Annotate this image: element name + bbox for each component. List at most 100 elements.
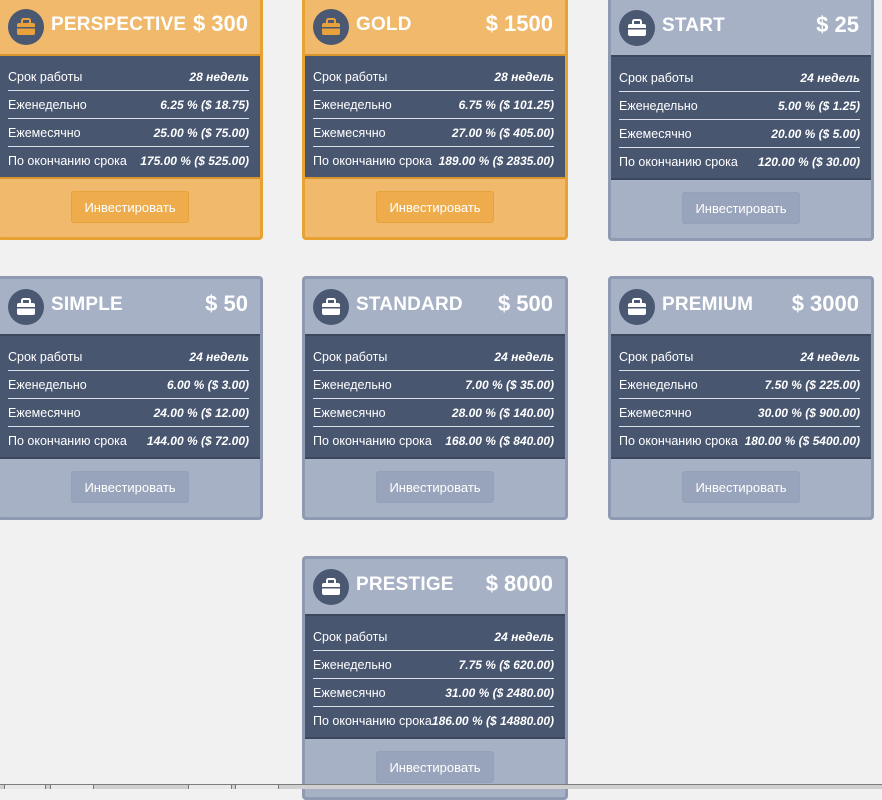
end-value: 120.00 % ($ 30.00)	[757, 154, 860, 169]
plan-card-premium: PREMIUM $ 3000 Срок работы 24 недель Ежен…	[608, 276, 874, 520]
end-value: 168.00 % ($ 840.00)	[445, 433, 554, 448]
monthly-row: Ежемесячно 25.00 % ($ 75.00)	[8, 119, 249, 147]
plan-details: Срок работы 28 недель Еженедельно 6.25 % (…	[0, 54, 260, 179]
plan-name: SIMPLE	[51, 294, 123, 315]
weekly-row: Еженедельно 7.75 % ($ 620.00)	[313, 651, 554, 679]
weekly-row: Еженедельно 6.75 % ($ 101.25)	[313, 91, 554, 119]
term-value: 24 недель	[800, 70, 860, 85]
end-row: По окончанию срока 144.00 % ($ 72.00)	[8, 427, 249, 454]
monthly-value: 27.00 % ($ 405.00)	[451, 125, 554, 140]
plan-name: PREMIUM	[662, 294, 754, 315]
invest-button[interactable]: Инвестировать	[376, 191, 494, 223]
monthly-row: Ежемесячно 24.00 % ($ 12.00)	[8, 399, 249, 427]
plan-card-header: PERSPECTIVE $ 300	[0, 0, 260, 54]
weekly-value: 6.00 % ($ 3.00)	[166, 377, 249, 392]
monthly-value: 28.00 % ($ 140.00)	[451, 405, 554, 420]
taskbar-item[interactable]	[4, 785, 46, 789]
term-label: Срок работы	[313, 629, 388, 644]
plan-card-header: PRESTIGE $ 8000	[305, 559, 565, 614]
plan-card-perspective: PERSPECTIVE $ 300 Срок работы 28 недель Е…	[0, 0, 263, 240]
weekly-value: 7.75 % ($ 620.00)	[458, 657, 554, 672]
plan-card-header: SIMPLE $ 50	[0, 279, 260, 334]
term-value: 24 недель	[800, 349, 860, 364]
taskbar-item[interactable]	[188, 785, 232, 789]
plan-price: $ 300	[192, 11, 248, 36]
end-label: По окончанию срока	[8, 433, 127, 448]
end-label: По окончанию срока	[313, 433, 432, 448]
plan-details: Срок работы 24 недель Еженедельно 7.00 % (…	[305, 334, 565, 459]
invest-button[interactable]: Инвестировать	[682, 192, 800, 224]
end-value: 175.00 % ($ 525.00)	[140, 153, 249, 168]
plan-card-footer: Инвестировать	[305, 739, 565, 797]
plan-card-footer: Инвестировать	[0, 459, 260, 517]
term-label: Срок работы	[619, 349, 694, 364]
invest-button[interactable]: Инвестировать	[682, 471, 800, 503]
term-row: Срок работы 24 недель	[313, 623, 554, 651]
monthly-value: 25.00 % ($ 75.00)	[153, 125, 249, 140]
weekly-label: Еженедельно	[8, 377, 87, 392]
plan-price: $ 1500	[485, 11, 553, 36]
monthly-label: Ежемесячно	[313, 405, 386, 420]
end-row: По окончанию срока 186.00 % ($ 14880.00)	[313, 707, 554, 734]
plan-name: PERSPECTIVE	[51, 14, 187, 35]
weekly-label: Еженедельно	[313, 377, 392, 392]
term-value: 28 недель	[494, 69, 554, 84]
monthly-label: Ежемесячно	[313, 685, 386, 700]
term-row: Срок работы 24 недель	[619, 343, 860, 371]
plan-card-header: PREMIUM $ 3000	[611, 279, 871, 334]
term-row: Срок работы 24 недель	[619, 64, 860, 92]
term-value: 28 недель	[189, 69, 249, 84]
end-row: По окончанию срока 189.00 % ($ 2835.00)	[313, 147, 554, 174]
invest-button[interactable]: Инвестировать	[376, 471, 494, 503]
plan-card-header: GOLD $ 1500	[305, 0, 565, 54]
monthly-label: Ежемесячно	[313, 125, 386, 140]
weekly-value: 7.00 % ($ 35.00)	[465, 377, 554, 392]
plan-card-footer: Инвестировать	[611, 459, 871, 517]
monthly-row: Ежемесячно 20.00 % ($ 5.00)	[619, 120, 860, 148]
briefcase-icon	[313, 289, 349, 325]
weekly-label: Еженедельно	[8, 97, 87, 112]
end-value: 189.00 % ($ 2835.00)	[438, 153, 554, 168]
end-label: По окончанию срока	[619, 433, 738, 448]
plan-price: $ 500	[497, 291, 553, 316]
monthly-label: Ежемесячно	[8, 405, 81, 420]
invest-button[interactable]: Инвестировать	[71, 191, 189, 223]
briefcase-icon	[619, 289, 655, 325]
term-row: Срок работы 28 недель	[8, 63, 249, 91]
plan-details: Срок работы 24 недель Еженедельно 6.00 % (…	[0, 334, 260, 459]
plan-card-gold: GOLD $ 1500 Срок работы 28 недель Еженеде…	[302, 0, 568, 240]
weekly-row: Еженедельно 7.00 % ($ 35.00)	[313, 371, 554, 399]
invest-button[interactable]: Инвестировать	[376, 751, 494, 783]
end-value: 180.00 % ($ 5400.00)	[744, 433, 860, 448]
weekly-label: Еженедельно	[619, 377, 698, 392]
plan-card-simple: SIMPLE $ 50 Срок работы 24 недель Еженеде…	[0, 276, 263, 520]
weekly-row: Еженедельно 6.25 % ($ 18.75)	[8, 91, 249, 119]
briefcase-icon	[619, 10, 655, 46]
plan-details: Срок работы 24 недель Еженедельно 7.50 % (…	[611, 334, 871, 459]
plan-name: STANDARD	[356, 294, 463, 315]
briefcase-icon	[313, 569, 349, 605]
plan-details: Срок работы 24 недель Еженедельно 7.75 % (…	[305, 614, 565, 739]
plan-card-prestige: PRESTIGE $ 8000 Срок работы 24 недель Еже…	[302, 556, 568, 800]
weekly-row: Еженедельно 5.00 % ($ 1.25)	[619, 92, 860, 120]
plan-details: Срок работы 24 недель Еженедельно 5.00 % (…	[611, 55, 871, 180]
end-label: По окончанию срока	[313, 713, 432, 728]
plan-card-footer: Инвестировать	[0, 179, 260, 237]
plan-name: PRESTIGE	[356, 574, 454, 595]
monthly-label: Ежемесячно	[619, 126, 692, 141]
invest-button[interactable]: Инвестировать	[71, 471, 189, 503]
monthly-row: Ежемесячно 27.00 % ($ 405.00)	[313, 119, 554, 147]
term-label: Срок работы	[313, 69, 388, 84]
term-value: 24 недель	[189, 349, 249, 364]
term-row: Срок работы 24 недель	[313, 343, 554, 371]
end-row: По окончанию срока 168.00 % ($ 840.00)	[313, 427, 554, 454]
taskbar-item[interactable]	[235, 785, 279, 789]
weekly-row: Еженедельно 7.50 % ($ 225.00)	[619, 371, 860, 399]
monthly-row: Ежемесячно 30.00 % ($ 900.00)	[619, 399, 860, 427]
briefcase-icon	[8, 9, 44, 45]
term-label: Срок работы	[8, 349, 83, 364]
end-row: По окончанию срока 175.00 % ($ 525.00)	[8, 147, 249, 174]
monthly-label: Ежемесячно	[619, 405, 692, 420]
term-row: Срок работы 24 недель	[8, 343, 249, 371]
taskbar-item[interactable]	[50, 785, 94, 789]
